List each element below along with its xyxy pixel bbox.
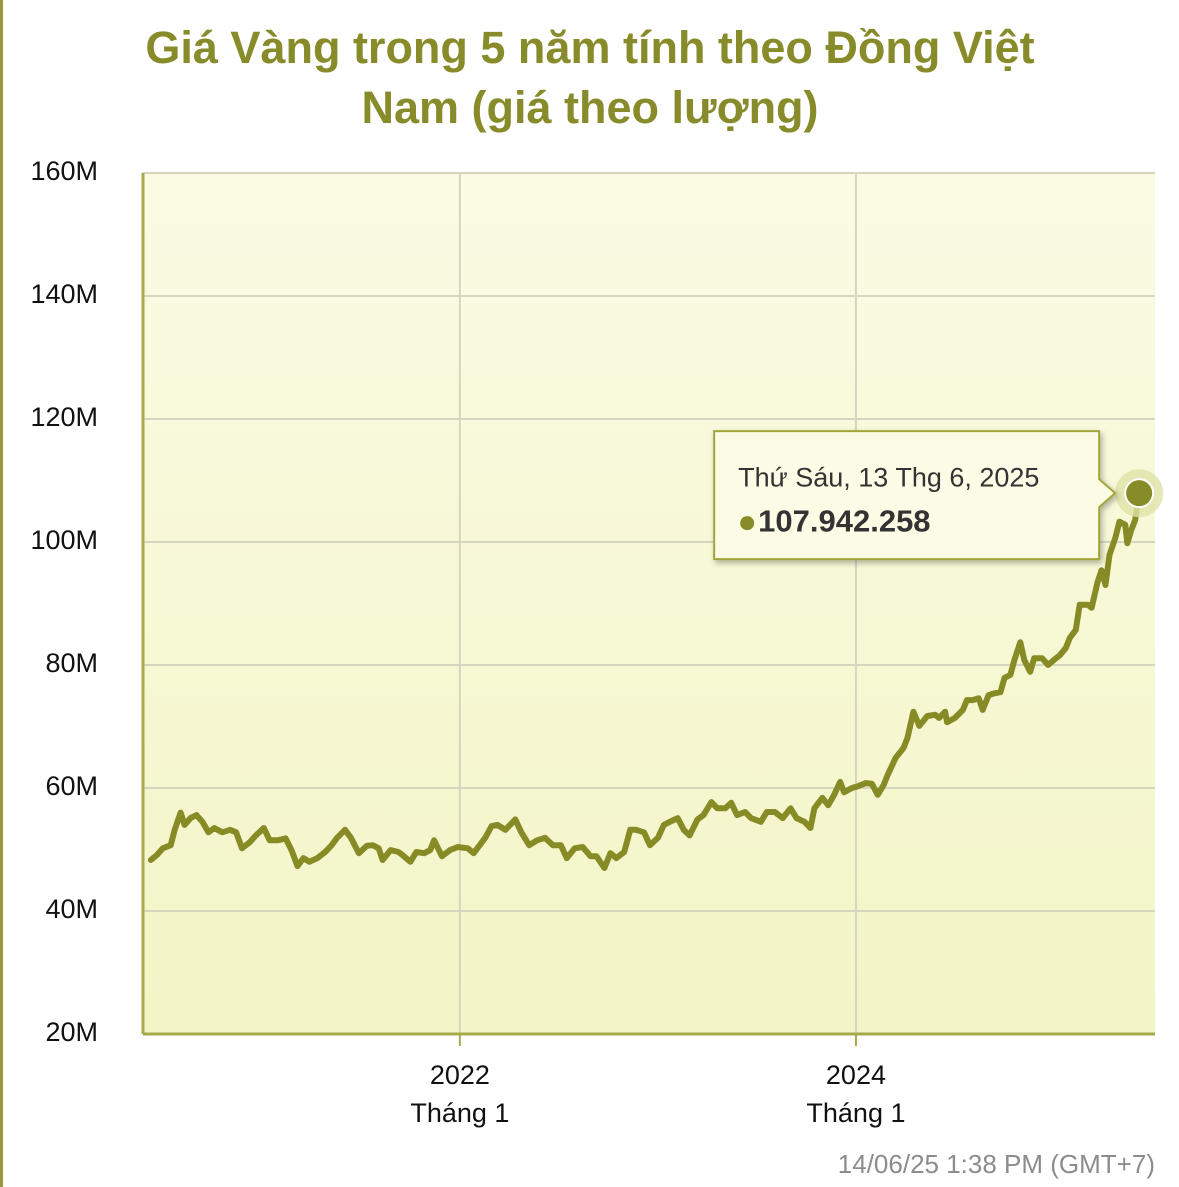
y-tick-label: 80M xyxy=(45,648,98,678)
x-tick-label: 2024 xyxy=(826,1060,886,1090)
chart-title: Giá Vàng trong 5 năm tính theo Đồng Việt… xyxy=(145,22,1035,133)
footnote: 14/06/25 1:38 PM (GMT+7) xyxy=(838,1149,1155,1179)
page-border xyxy=(0,0,3,1187)
tooltip-value: 107.942.258 xyxy=(758,503,930,538)
y-tick-label: 20M xyxy=(45,1017,98,1047)
x-tick-sublabel: Tháng 1 xyxy=(806,1098,905,1128)
x-tick-sublabel: Tháng 1 xyxy=(410,1098,509,1128)
tooltip-dot xyxy=(740,516,755,531)
plot-area xyxy=(143,173,1155,1034)
tooltip-date: Thứ Sáu, 13 Thg 6, 2025 xyxy=(738,462,1039,492)
y-tick-label: 60M xyxy=(45,771,98,801)
y-tick-label: 160M xyxy=(30,156,98,186)
y-tick-label: 40M xyxy=(45,894,98,924)
last-point-marker xyxy=(1124,478,1155,509)
y-tick-label: 140M xyxy=(30,279,98,309)
y-tick-label: 120M xyxy=(30,402,98,432)
price-line xyxy=(147,490,1143,871)
x-tick-label: 2022 xyxy=(430,1060,490,1090)
y-tick-label: 100M xyxy=(30,525,98,555)
tooltip-box xyxy=(713,430,1117,561)
